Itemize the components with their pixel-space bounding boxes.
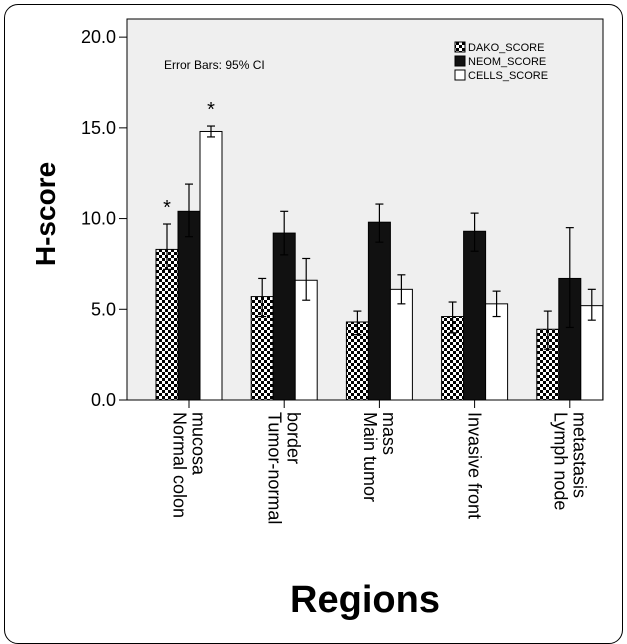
significance-marker: * bbox=[163, 197, 171, 219]
x-tick-label-2: Main tumor mass bbox=[360, 412, 399, 502]
y-axis-title: H-score bbox=[30, 162, 61, 266]
legend-label-cells-score: CELLS_SCORE bbox=[468, 70, 548, 82]
y-tick-label: 15.0 bbox=[81, 118, 116, 138]
legend-label-dako-score: DAKO_SCORE bbox=[468, 42, 544, 54]
bar-neom-score-1 bbox=[272, 232, 296, 401]
y-tick-label: 0.0 bbox=[91, 390, 116, 410]
bar-neom-score-3 bbox=[463, 230, 487, 401]
x-tick-label-line: mucosa bbox=[189, 412, 209, 476]
bar-cells-score-2 bbox=[389, 288, 413, 401]
x-tick-label-line: Tumor-normal bbox=[265, 412, 285, 524]
legend: DAKO_SCORE NEOM_SCORE CELLS_SCORE bbox=[454, 41, 548, 82]
y-tick-label: 10.0 bbox=[81, 209, 116, 229]
legend-swatch-cells-score bbox=[454, 69, 466, 81]
bar-neom-score-0 bbox=[177, 210, 201, 401]
error-bar-note: Error Bars: 95% CI bbox=[164, 58, 265, 72]
bar-chart: * * 0.0 5.0 10.0 15.0 20.0 Normal colon mucosa T… bbox=[30, 18, 604, 621]
x-axis-title: Regions bbox=[290, 579, 440, 621]
bar-cells-score-0 bbox=[199, 130, 223, 401]
bar-dako-score-0 bbox=[155, 248, 179, 401]
legend-label-neom-score: NEOM_SCORE bbox=[468, 56, 546, 68]
x-tick-label-line: Main tumor bbox=[360, 412, 380, 502]
significance-marker: * bbox=[207, 99, 215, 121]
x-tick-label-1: Tumor-normal border bbox=[265, 412, 304, 524]
bar-cells-score-3 bbox=[485, 303, 509, 401]
bar-neom-score-2 bbox=[367, 221, 391, 401]
y-tick-label: 5.0 bbox=[91, 299, 116, 319]
legend-swatch-dako-score bbox=[454, 41, 466, 53]
x-tick-label-line: metastasis bbox=[569, 412, 589, 498]
x-tick-label-line: border bbox=[284, 412, 304, 464]
x-tick-label-3: Invasive front bbox=[465, 412, 485, 519]
x-tick-label-line: Lymph node bbox=[550, 412, 570, 510]
x-tick-label-line: mass bbox=[379, 412, 399, 455]
x-tick-label-0: Normal colon mucosa bbox=[170, 412, 209, 518]
x-tick-label-4: Lymph node metastasis bbox=[550, 412, 589, 510]
x-tick-label-line: Normal colon bbox=[170, 412, 190, 518]
legend-swatch-neom-score bbox=[454, 55, 466, 67]
x-tick-label-line: Invasive front bbox=[465, 412, 485, 519]
y-tick-label: 20.0 bbox=[81, 27, 116, 47]
